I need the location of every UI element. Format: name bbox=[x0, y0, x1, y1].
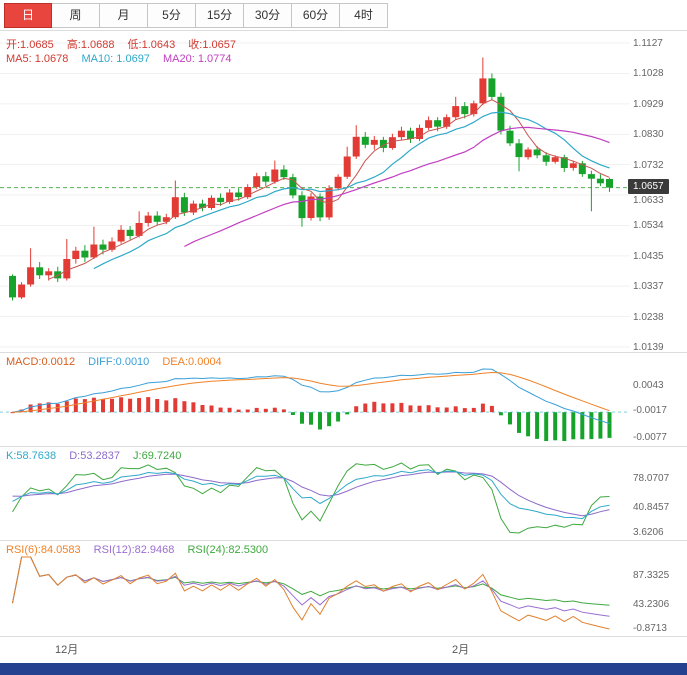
rsi6-value: RSI(6):84.0583 bbox=[6, 544, 81, 556]
price-chart-panel: 开:1.0685 高:1.0688 低:1.0643 收:1.0657 MA5:… bbox=[0, 30, 687, 353]
macd-chart[interactable] bbox=[0, 353, 630, 447]
rsi12-value: RSI(12):82.9468 bbox=[93, 544, 175, 556]
y-tick: -0.0077 bbox=[633, 432, 667, 443]
y-tick: 1.0633 bbox=[633, 195, 664, 206]
timeframe-tabbar: 日 周 月 5分 15分 30分 60分 4时 bbox=[0, 0, 687, 30]
diff-value: DIFF:0.0010 bbox=[88, 356, 150, 368]
x-tick-february: 2月 bbox=[452, 644, 470, 656]
dea-value: DEA:0.0004 bbox=[162, 356, 222, 368]
y-tick: 1.1028 bbox=[633, 68, 664, 79]
y-tick: 1.0435 bbox=[633, 251, 664, 262]
tab-15min[interactable]: 15分 bbox=[196, 3, 244, 28]
ma5-readout: MA5: 1.0678 bbox=[6, 53, 69, 65]
y-tick: 1.0732 bbox=[633, 160, 664, 171]
y-tick: 43.2306 bbox=[633, 599, 670, 610]
kdj-chart[interactable] bbox=[0, 447, 630, 541]
y-tick: 87.3325 bbox=[633, 570, 670, 581]
y-tick: -0.0017 bbox=[633, 405, 667, 416]
low-readout: 低:1.0643 bbox=[127, 39, 176, 51]
y-tick: 3.6206 bbox=[633, 527, 664, 538]
current-price-badge: 1.0657 bbox=[628, 179, 669, 194]
ohlc-readout: 开:1.0685 高:1.0688 低:1.0643 收:1.0657 bbox=[6, 36, 246, 52]
tab-4hour[interactable]: 4时 bbox=[340, 3, 388, 28]
macd-panel: MACD:0.0012 DIFF:0.0010 DEA:0.0004 0.004… bbox=[0, 352, 687, 446]
y-tick: 1.0929 bbox=[633, 99, 664, 110]
tab-60min[interactable]: 60分 bbox=[292, 3, 340, 28]
rsi-panel: RSI(6):84.0583 RSI(12):82.9468 RSI(24):8… bbox=[0, 540, 687, 636]
ma-readout: MA5: 1.0678 MA10: 1.0697 MA20: 1.0774 bbox=[6, 53, 242, 65]
y-tick: 1.0830 bbox=[633, 129, 664, 140]
macd-value: MACD:0.0012 bbox=[6, 356, 76, 368]
rsi-chart[interactable] bbox=[0, 541, 630, 637]
open-readout: 开:1.0685 bbox=[6, 39, 54, 51]
tab-week[interactable]: 周 bbox=[52, 3, 100, 28]
y-tick: 1.0238 bbox=[633, 312, 664, 323]
y-tick: 1.0139 bbox=[633, 342, 664, 353]
y-tick: 40.8457 bbox=[633, 502, 670, 513]
kdj-readout: K:58.7638 D:53.2837 J:69.7240 bbox=[6, 450, 191, 462]
tab-month[interactable]: 月 bbox=[100, 3, 148, 28]
y-tick: 0.0043 bbox=[633, 380, 664, 391]
x-axis-row: 12月 2月 bbox=[0, 636, 687, 658]
rsi24-value: RSI(24):82.5300 bbox=[187, 544, 269, 556]
bottom-scrollbar[interactable] bbox=[0, 663, 687, 675]
high-readout: 高:1.0688 bbox=[66, 39, 115, 51]
k-value: K:58.7638 bbox=[6, 450, 57, 462]
y-tick: 1.0337 bbox=[633, 281, 664, 292]
macd-readout: MACD:0.0012 DIFF:0.0010 DEA:0.0004 bbox=[6, 356, 232, 368]
ma10-readout: MA10: 1.0697 bbox=[81, 53, 150, 65]
tab-5min[interactable]: 5分 bbox=[148, 3, 196, 28]
kdj-panel: K:58.7638 D:53.2837 J:69.7240 78.0707 40… bbox=[0, 446, 687, 540]
candlestick-chart[interactable] bbox=[0, 31, 630, 353]
y-tick: 78.0707 bbox=[633, 473, 670, 484]
y-tick: 1.1127 bbox=[633, 38, 663, 49]
d-value: D:53.2837 bbox=[69, 450, 120, 462]
tab-day[interactable]: 日 bbox=[4, 3, 52, 28]
j-value: J:69.7240 bbox=[133, 450, 182, 462]
ma20-readout: MA20: 1.0774 bbox=[163, 53, 232, 65]
y-tick: -0.8713 bbox=[633, 623, 667, 634]
y-tick: 1.0534 bbox=[633, 220, 664, 231]
close-readout: 收:1.0657 bbox=[188, 39, 236, 51]
rsi-readout: RSI(6):84.0583 RSI(12):82.9468 RSI(24):8… bbox=[6, 544, 278, 556]
tab-30min[interactable]: 30分 bbox=[244, 3, 292, 28]
x-tick-december: 12月 bbox=[55, 644, 79, 656]
